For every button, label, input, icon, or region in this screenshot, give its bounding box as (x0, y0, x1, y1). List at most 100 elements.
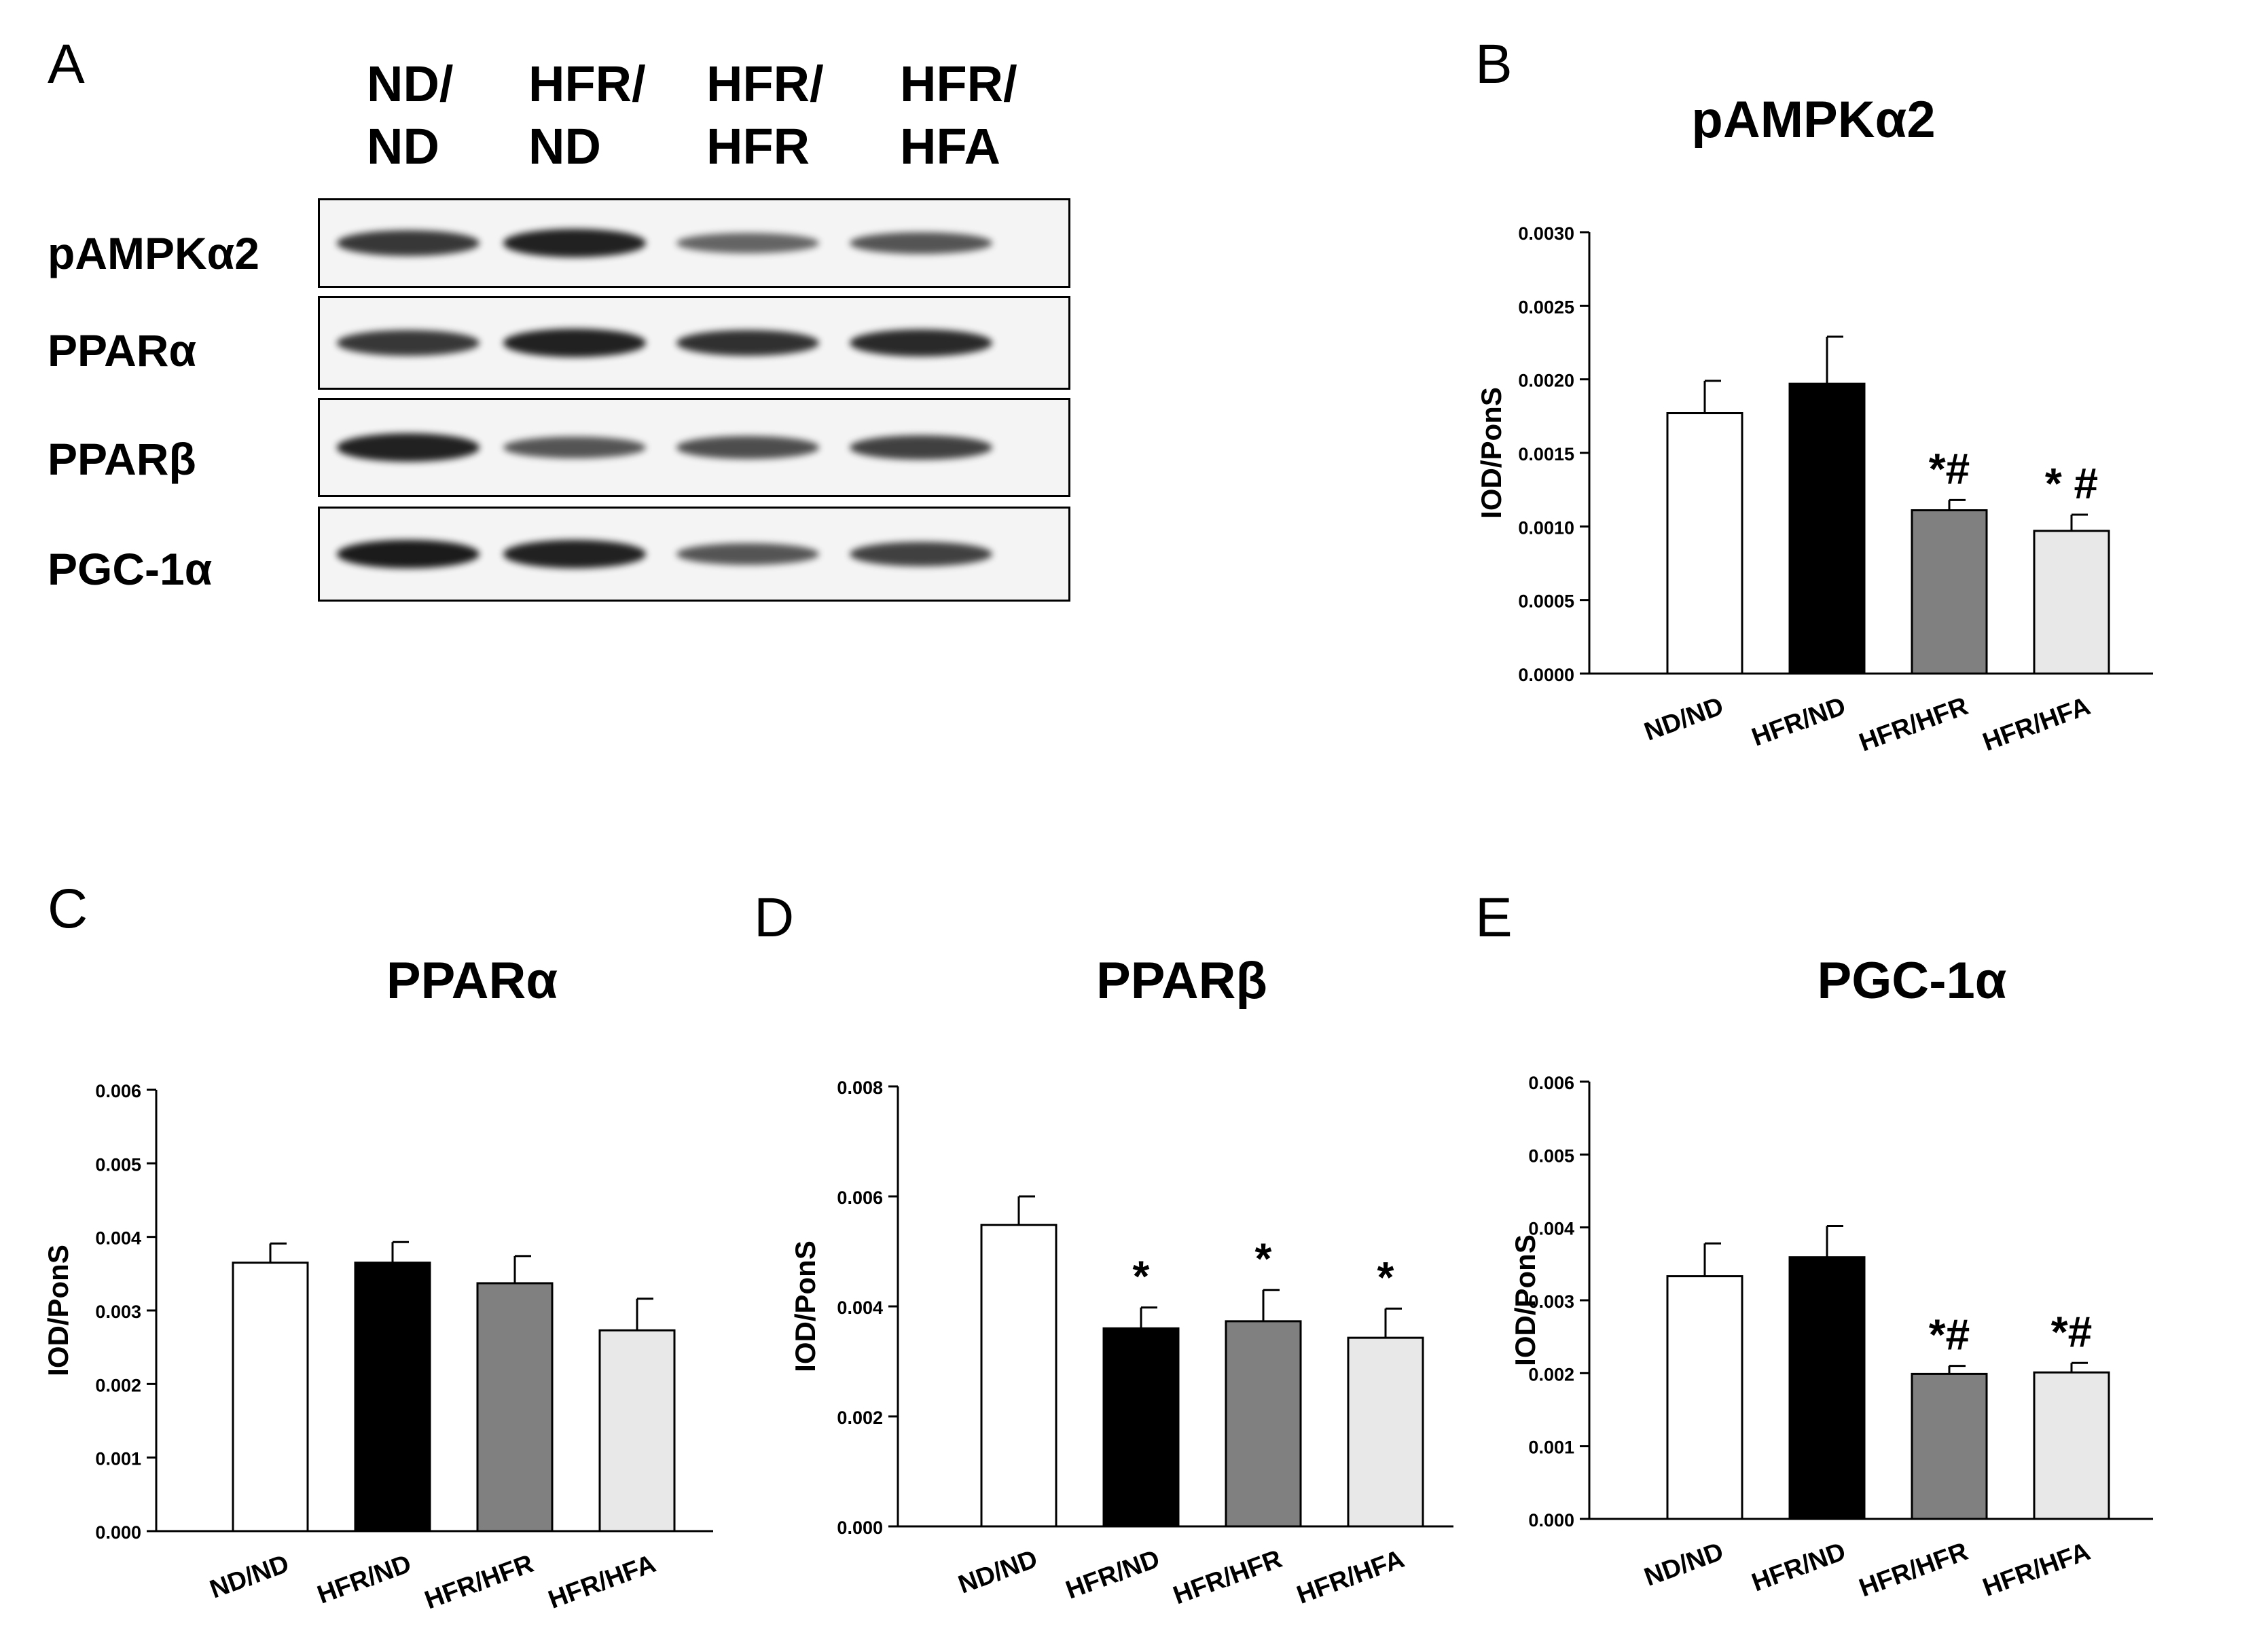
y-tick-label: 0.0020 (1518, 371, 1574, 391)
lane-header-nd-nd: ND/ ND (367, 53, 453, 178)
bar (980, 1224, 1057, 1528)
blot-band (503, 436, 646, 459)
lane-header-hfr-nd: HFR/ ND (528, 53, 646, 178)
significance-marker: *# (1929, 1310, 1970, 1359)
y-tick-label: 0.000 (837, 1518, 883, 1538)
bar (1788, 382, 1866, 675)
category-label: ND/ND (1641, 1537, 1727, 1592)
blot-band (337, 230, 480, 256)
blot-band (850, 435, 992, 460)
panel-letter-c: C (48, 878, 88, 940)
chart-title: PPARβ (1096, 952, 1267, 1010)
bar (1225, 1320, 1302, 1528)
blot-row-label-ppar-alpha: PPARα (48, 325, 197, 375)
bar-chart-pampk: pAMPKα2 IOD/PonS 0.0000 0.0005 0.0010 0.0015 0… (1475, 91, 2153, 757)
blot-band (337, 433, 480, 462)
blot-band (676, 436, 819, 459)
category-label: HFR/ND (314, 1549, 415, 1610)
blot-row-label-ppar-beta: PPARβ (48, 434, 196, 484)
blot-band (850, 232, 992, 255)
category-label: HFR/HFR (1170, 1545, 1286, 1611)
y-tick-label: 0.0005 (1518, 591, 1574, 612)
lane-header-line1: HFR/ (900, 56, 1017, 112)
chart-title: PGC-1α (1818, 952, 2007, 1010)
category-label: HFR/HFA (1979, 692, 2094, 757)
category-label: HFR/HFR (421, 1549, 537, 1615)
blot-band (503, 329, 646, 357)
blot-row-label-pgc: PGC-1α (48, 544, 213, 594)
bar (1102, 1327, 1180, 1528)
lane-header-line2: HFA (900, 118, 1000, 175)
lane-header-line2: ND (528, 118, 601, 175)
bar (2033, 530, 2110, 675)
chart-title: pAMPKα2 (1691, 91, 1935, 149)
category-label: HFR/ND (1748, 692, 1849, 752)
category-label: ND/ND (955, 1545, 1041, 1600)
y-tick-label: 0.001 (1528, 1437, 1574, 1458)
blot-band (850, 329, 992, 357)
category-label: HFR/HFR (1856, 1537, 1972, 1603)
blot-band (676, 233, 819, 253)
blot-band (850, 541, 992, 567)
blot-band (676, 329, 819, 356)
category-label: ND/ND (1641, 692, 1727, 747)
bar (476, 1282, 554, 1532)
y-axis-label: IOD/PonS (789, 1241, 821, 1372)
significance-marker: *# (2051, 1307, 2093, 1356)
category-label: HFR/HFA (545, 1549, 659, 1615)
lane-header-line1: HFR/ (528, 56, 646, 112)
bar-chart-ppar-beta: PPARβ IOD/PonS 0.000 0.002 0.004 0.006 0.008 ND… (789, 952, 1453, 1611)
y-tick-label: 0.006 (95, 1081, 141, 1101)
y-tick-label: 0.002 (1528, 1364, 1574, 1384)
bar (2033, 1371, 2110, 1520)
y-tick-label: 0.0015 (1518, 444, 1574, 464)
bar-chart-pgc: PGC-1α IOD/PonS 0.000 0.001 0.002 0.003 0.004 0… (1509, 952, 2153, 1603)
lane-header-line1: HFR/ (706, 56, 824, 112)
y-tick-label: 0.0025 (1518, 297, 1574, 317)
significance-marker: * (1255, 1234, 1272, 1283)
y-tick-label: 0.000 (95, 1522, 141, 1543)
y-tick-label: 0.008 (837, 1078, 883, 1098)
bar-chart-ppar-alpha: PPARα IOD/PonS 0.000 0.001 0.002 0.003 0.004 0.… (42, 952, 713, 1615)
blot-strip-pampk (318, 198, 1070, 288)
y-tick-label: 0.002 (95, 1375, 141, 1395)
blot-band (337, 539, 480, 569)
y-tick-label: 0.006 (1528, 1073, 1574, 1093)
y-tick-label: 0.000 (1528, 1510, 1574, 1530)
y-tick-label: 0.0010 (1518, 517, 1574, 538)
y-axis-label: IOD/PonS (42, 1245, 74, 1376)
significance-marker: * (1133, 1252, 1150, 1301)
y-tick-label: 0.004 (1528, 1219, 1574, 1239)
y-axis-label: IOD/PonS (1475, 387, 1507, 519)
bar (232, 1262, 309, 1532)
y-tick-label: 0.003 (1528, 1291, 1574, 1312)
y-tick-label: 0.0000 (1518, 665, 1574, 685)
y-tick-label: 0.004 (837, 1298, 883, 1318)
lane-header-line2: ND (367, 118, 439, 175)
bar (598, 1329, 676, 1532)
panel-letter-d: D (754, 887, 795, 949)
chart-title: PPARα (386, 952, 558, 1010)
bar (354, 1262, 431, 1532)
significance-marker: *# (1929, 444, 1970, 493)
blot-band (503, 229, 646, 257)
y-tick-label: 0.006 (837, 1188, 883, 1208)
y-tick-label: 0.005 (1528, 1145, 1574, 1166)
category-label: HFR/ND (1062, 1545, 1163, 1605)
category-label: HFR/HFA (1293, 1545, 1408, 1610)
y-tick-label: 0.0030 (1518, 223, 1574, 244)
y-tick-label: 0.002 (837, 1408, 883, 1428)
y-tick-label: 0.001 (95, 1449, 141, 1469)
category-label: ND/ND (206, 1549, 293, 1604)
blot-row-label-pampk: pAMPKα2 (48, 228, 259, 278)
y-axis-label: IOD/PonS (1509, 1234, 1541, 1366)
bar (1788, 1256, 1866, 1520)
blot-band (337, 330, 480, 356)
blot-band (676, 543, 819, 566)
lane-header-line1: ND/ (367, 56, 454, 112)
panel-letter-e: E (1475, 887, 1513, 949)
y-tick-label: 0.004 (95, 1228, 141, 1249)
bar (1347, 1336, 1424, 1528)
significance-marker: * # (2045, 459, 2098, 508)
